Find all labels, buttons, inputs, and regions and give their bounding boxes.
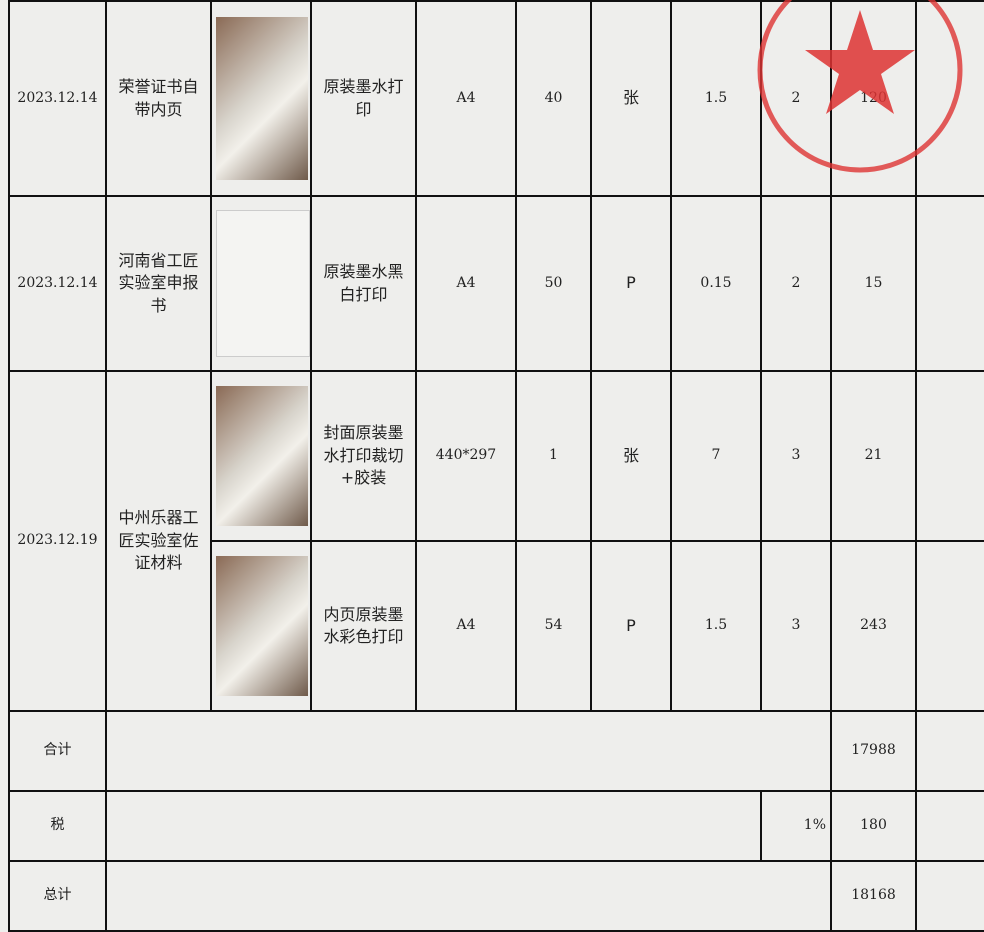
quantity: 50	[515, 195, 592, 372]
price: 1.5	[670, 540, 762, 712]
amount: 21	[830, 370, 917, 542]
amount: 120	[830, 0, 917, 197]
price: 1.5	[670, 0, 762, 197]
unit: 张	[590, 0, 672, 197]
process: 内页原装墨水彩色打印	[310, 540, 417, 712]
quantity: 40	[515, 0, 592, 197]
invoice-table: 2023.12.14 荣誉证书自带内页 原装墨水打印 A4 40 张 1.5 2…	[8, 0, 984, 932]
unit: P	[590, 540, 672, 712]
count: 3	[760, 540, 832, 712]
photo-cell	[210, 370, 312, 542]
process: 封面原装墨水打印裁切+胶装	[310, 370, 417, 542]
date: 2023.12.14	[8, 195, 107, 372]
total-label: 总计	[8, 860, 107, 932]
blank	[105, 790, 762, 862]
blank	[105, 860, 832, 932]
photo	[216, 385, 308, 527]
price: 0.15	[670, 195, 762, 372]
amount: 243	[830, 540, 917, 712]
blank	[105, 710, 832, 792]
blank	[915, 195, 984, 372]
blank	[915, 790, 984, 862]
blank	[915, 370, 984, 542]
size: 440*297	[415, 370, 517, 542]
photo	[216, 209, 310, 358]
photo-cell	[210, 195, 312, 372]
tax-rate: 1%	[760, 790, 832, 862]
unit: 张	[590, 370, 672, 542]
photo-cell	[210, 540, 312, 712]
total: 18168	[830, 860, 917, 932]
size: A4	[415, 540, 517, 712]
photo	[216, 17, 308, 180]
photo	[216, 555, 308, 697]
date: 2023.12.14	[8, 0, 107, 197]
blank	[915, 0, 984, 197]
unit: P	[590, 195, 672, 372]
blank	[915, 540, 984, 712]
item-name: 荣誉证书自带内页	[105, 0, 212, 197]
quantity: 1	[515, 370, 592, 542]
process: 原装墨水打印	[310, 0, 417, 197]
subtotal: 17988	[830, 710, 917, 792]
price: 7	[670, 370, 762, 542]
subtotal-label: 合计	[8, 710, 107, 792]
tax-label: 税	[8, 790, 107, 862]
quantity: 54	[515, 540, 592, 712]
size: A4	[415, 0, 517, 197]
blank	[915, 860, 984, 932]
count: 2	[760, 195, 832, 372]
item-name: 中州乐器工匠实验室佐证材料	[105, 370, 212, 712]
count: 2	[760, 0, 832, 197]
item-name: 河南省工匠实验室申报书	[105, 195, 212, 372]
date: 2023.12.19	[8, 370, 107, 712]
count: 3	[760, 370, 832, 542]
process: 原装墨水黑白打印	[310, 195, 417, 372]
blank	[915, 710, 984, 792]
tax: 180	[830, 790, 917, 862]
size: A4	[415, 195, 517, 372]
photo-cell	[210, 0, 312, 197]
amount: 15	[830, 195, 917, 372]
